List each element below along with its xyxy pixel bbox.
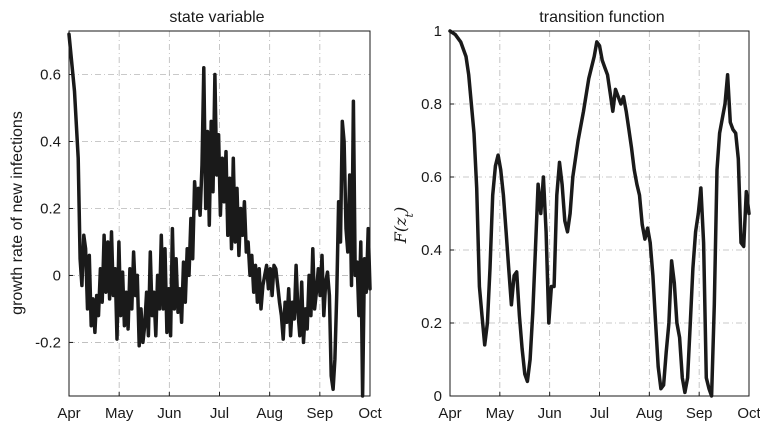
- x-tick-label: Aug: [636, 405, 663, 422]
- series-line-transition-function: [448, 29, 751, 398]
- x-tick-label: Jun: [538, 405, 562, 422]
- y-tick-label: 0.6: [421, 169, 442, 186]
- x-tick-label: Jul: [210, 405, 229, 422]
- x-tick-label: Apr: [438, 405, 461, 422]
- x-tick-label: Oct: [737, 405, 760, 422]
- chart-title: transition function: [539, 9, 664, 26]
- chart-transition-function: transition function F(zt) Apr May Jun Jul Au…: [391, 9, 760, 422]
- tick-labels: Apr May Jun Jul Aug Sep Oct -0.2 0 0.2 0.4 0.6: [35, 67, 382, 422]
- x-tick-label: Jun: [157, 405, 181, 422]
- chart-state-variable: state variable growth rate of new infect…: [9, 9, 382, 422]
- y-tick-label: 1: [434, 23, 442, 40]
- x-tick-label: Oct: [358, 405, 382, 422]
- series-line-state-variable: [67, 32, 372, 398]
- y-tick-label: -0.2: [35, 334, 61, 351]
- y-tick-label: 0.4: [421, 242, 442, 259]
- y-tick-label: 0: [434, 388, 442, 405]
- y-tick-label: 0.6: [40, 67, 61, 84]
- y-tick-label: 0: [53, 267, 61, 284]
- x-tick-label: Apr: [57, 405, 80, 422]
- x-tick-label: Sep: [306, 405, 333, 422]
- y-axis-label: F(zt): [391, 207, 416, 244]
- chart-title: state variable: [169, 9, 264, 26]
- plot-frame: [68, 30, 371, 397]
- x-tick-label: Sep: [686, 405, 713, 422]
- tick-labels: Apr May Jun Jul Aug Sep Oct 0 0.2 0.4 0.6 0.8 1: [421, 23, 760, 422]
- y-tick-label: 0.8: [421, 96, 442, 113]
- y-tick-label: 0.4: [40, 134, 61, 151]
- y-tick-label: 0.2: [40, 200, 61, 217]
- x-tick-label: May: [486, 405, 515, 422]
- plot-frame: [449, 30, 750, 397]
- y-tick-label: 0.2: [421, 315, 442, 332]
- x-tick-label: May: [105, 405, 134, 422]
- y-axis-label: growth rate of new infections: [9, 111, 26, 315]
- x-tick-label: Aug: [256, 405, 283, 422]
- x-tick-label: Jul: [590, 405, 609, 422]
